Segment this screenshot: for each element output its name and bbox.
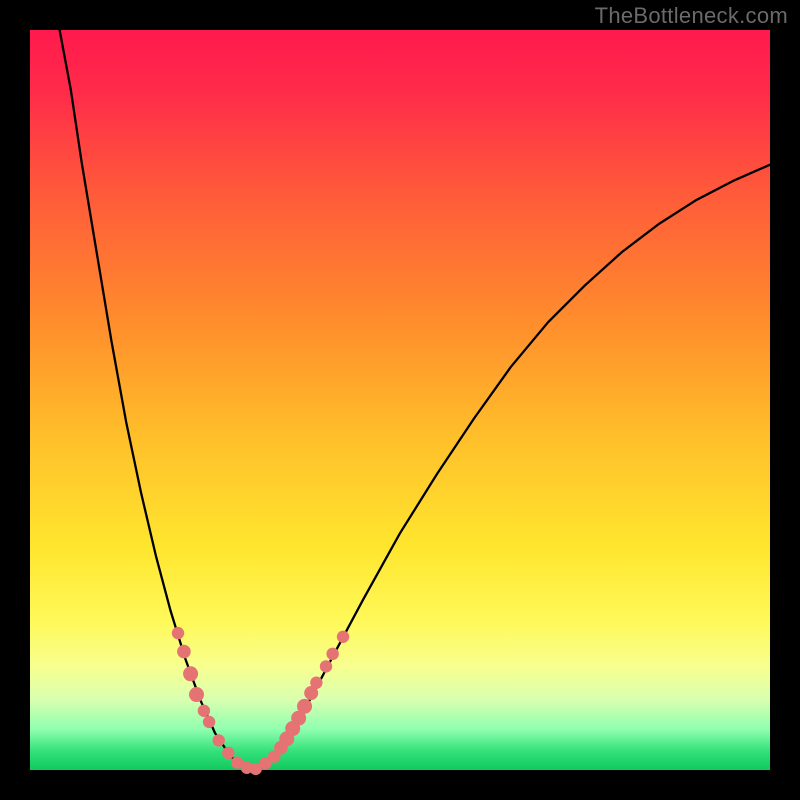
data-marker [177,645,191,659]
data-marker [326,648,338,660]
data-marker [310,676,322,688]
data-marker [189,687,204,702]
data-marker [183,666,198,681]
data-marker [203,716,215,728]
data-marker [198,705,210,717]
chart-canvas: TheBottleneck.com [0,0,800,800]
plot-background [30,30,770,770]
bottleneck-curve-chart [0,0,800,800]
data-marker [213,734,225,746]
watermark-text: TheBottleneck.com [595,3,788,29]
data-marker [172,627,184,639]
data-marker [320,660,332,672]
data-marker [297,699,312,714]
data-marker [337,631,349,643]
data-marker [222,747,234,759]
